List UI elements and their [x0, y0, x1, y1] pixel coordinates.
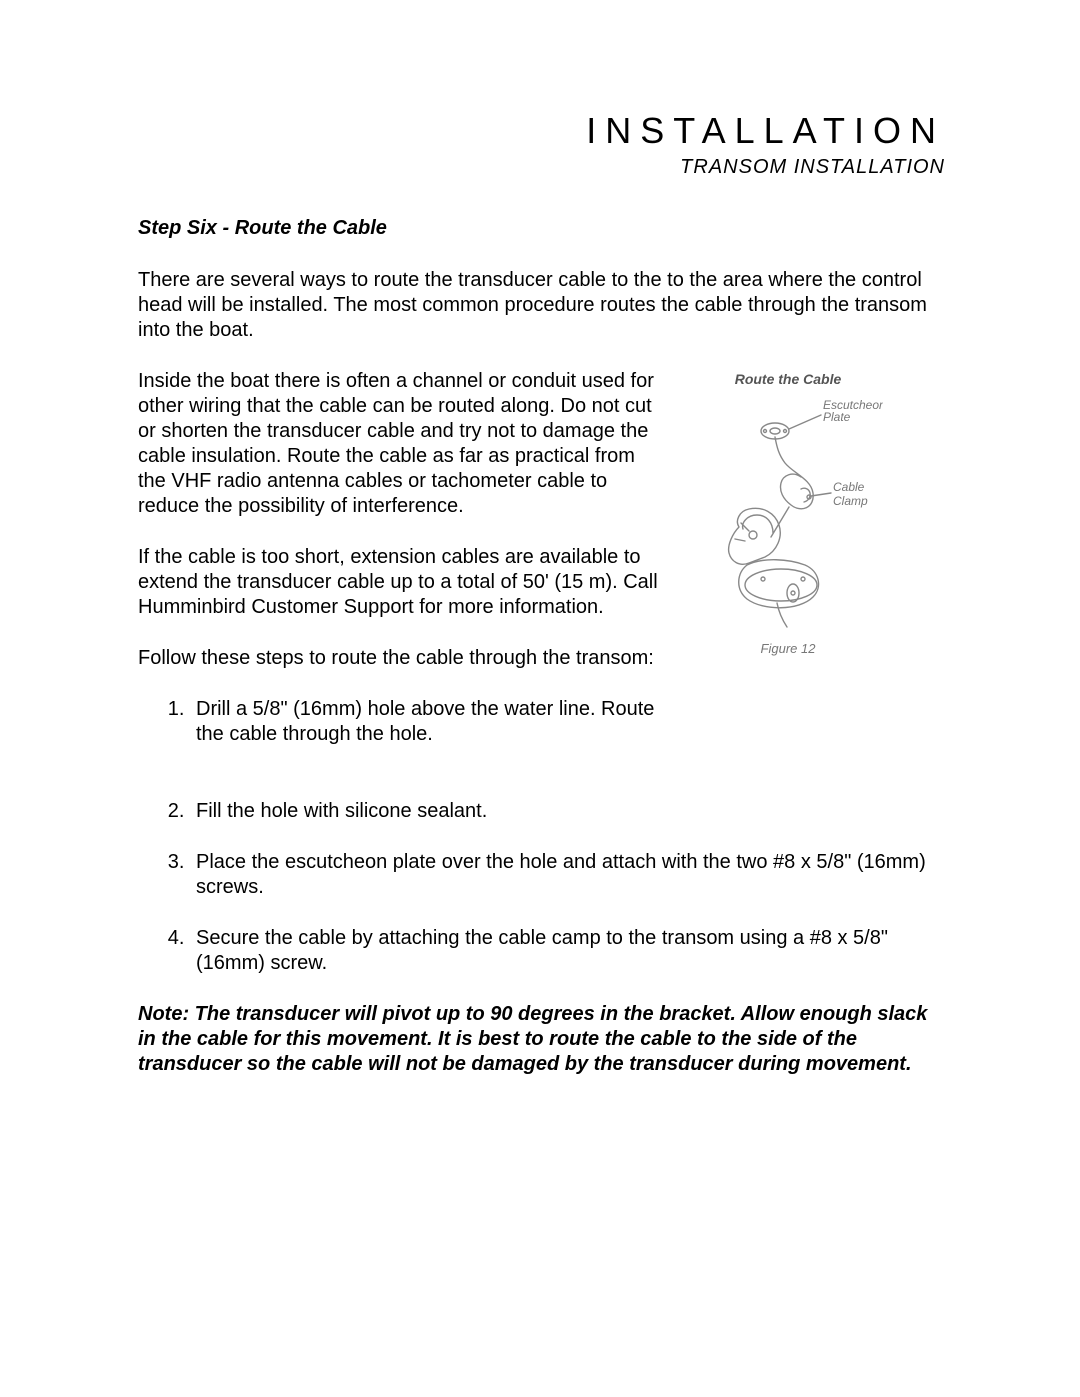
figure-caption: Figure 12: [688, 641, 888, 656]
list-item: Fill the hole with silicone sealant.: [190, 799, 928, 824]
intro-paragraph: There are several ways to route the tran…: [138, 268, 945, 343]
list-item: Drill a 5/8" (16mm) hole above the water…: [190, 697, 668, 747]
figure-label-escutcheon-2: Plate: [823, 410, 851, 424]
step-title: Step Six - Route the Cable: [138, 217, 945, 240]
body-paragraph-1: Inside the boat there is often a channel…: [138, 369, 668, 519]
figure: Route the Cable: [688, 369, 888, 773]
steps-list-continued: Fill the hole with silicone sealant. Pla…: [138, 799, 928, 976]
body-paragraph-3: Follow these steps to route the cable th…: [138, 646, 668, 671]
page-title: INSTALLATION: [138, 110, 945, 152]
figure-label-clamp-1: Cable: [833, 480, 865, 494]
list-item: Place the escutcheon plate over the hole…: [190, 850, 928, 900]
list-item: Secure the cable by attaching the cable …: [190, 926, 928, 976]
figure-title: Route the Cable: [688, 371, 888, 387]
figure-label-clamp-2: Clamp: [833, 494, 868, 508]
note-paragraph: Note: The transducer will pivot up to 90…: [138, 1002, 928, 1077]
steps-list: Drill a 5/8" (16mm) hole above the water…: [138, 697, 668, 747]
body-paragraph-2: If the cable is too short, extension cab…: [138, 545, 668, 620]
route-cable-illustration: Escutcheon Plate Cable Clamp: [693, 393, 883, 633]
page-subtitle: TRANSOM INSTALLATION: [138, 156, 945, 179]
